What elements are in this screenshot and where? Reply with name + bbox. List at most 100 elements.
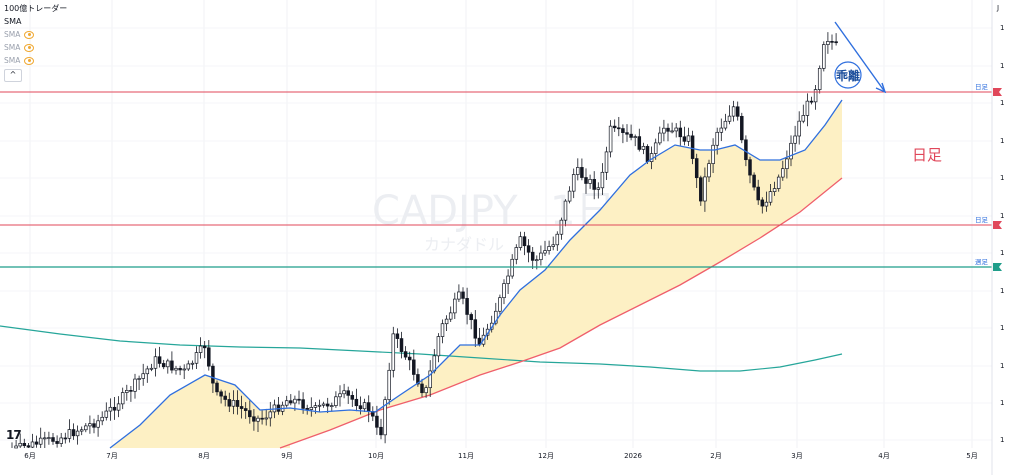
candle (157, 346, 162, 368)
candle (194, 346, 199, 369)
price-tick-label: 1 (1000, 399, 1004, 407)
candle (403, 346, 408, 360)
candle (116, 396, 121, 418)
candle (633, 134, 637, 147)
price-tick-label: 1 (1000, 436, 1004, 444)
collapse-legend-button[interactable]: ^ (4, 69, 22, 82)
candle (444, 315, 449, 331)
candle (14, 439, 18, 449)
candle (477, 327, 482, 347)
candle (600, 163, 605, 195)
legend-title: 100億トレーダー (4, 4, 68, 13)
candle (756, 179, 760, 205)
legend-sma-row[interactable]: SMA (4, 54, 67, 67)
candle (617, 116, 621, 137)
candle (772, 181, 777, 196)
candle (55, 435, 59, 448)
eye-icon[interactable] (24, 56, 35, 65)
candle (797, 111, 801, 145)
candle (547, 240, 551, 255)
daily-annotation: 日足 (912, 146, 942, 164)
candle (694, 153, 699, 188)
candle (129, 385, 133, 402)
candle (84, 423, 88, 433)
candle (120, 387, 125, 410)
projection-arrow[interactable] (834, 21, 887, 94)
candle (133, 373, 137, 399)
candle (63, 432, 68, 444)
time-tick-label: 11月 (458, 452, 474, 460)
price-tick-label: 1 (1000, 324, 1004, 332)
candle (592, 171, 596, 200)
candle (522, 231, 527, 256)
legend-sma-label: SMA (4, 56, 21, 65)
candle (735, 101, 740, 121)
level-label-weekly: 週足 (975, 257, 989, 266)
kairi-callout[interactable]: 乖離 (834, 61, 862, 89)
time-scale[interactable]: 6月 7月 8月 9月 10月 11月 12月 2026 2月 3月 4月 5月 (24, 452, 977, 460)
candle (727, 105, 732, 125)
time-tick-label: 5月 (966, 452, 977, 460)
candle (47, 431, 51, 445)
candle (785, 150, 789, 179)
candle (67, 419, 72, 443)
eye-icon[interactable] (24, 43, 35, 52)
candle (30, 433, 35, 448)
candle (354, 388, 359, 412)
candle (350, 391, 355, 407)
candle (641, 142, 646, 155)
candle (551, 236, 555, 251)
candle (239, 395, 244, 419)
candle (834, 33, 838, 46)
candle (576, 158, 580, 181)
level-flag-daily-lower[interactable] (993, 221, 1002, 229)
legend-sma-label: SMA (4, 30, 21, 39)
candle (202, 340, 207, 359)
time-tick-label: 4月 (878, 452, 889, 460)
candle (395, 328, 400, 349)
candle (190, 360, 195, 370)
candle (530, 246, 535, 270)
candle (346, 386, 350, 404)
candle (108, 398, 113, 421)
legend-sma-row[interactable]: SMA (4, 41, 67, 54)
sma-band-fill (110, 100, 842, 448)
candle (38, 427, 43, 448)
legend-sma-row[interactable]: SMA (4, 28, 67, 41)
candle (145, 365, 150, 383)
candle (822, 41, 826, 72)
candle (170, 351, 174, 374)
candle (637, 128, 642, 152)
candle (248, 400, 252, 424)
time-tick-label: 2026 (624, 452, 642, 460)
grid (0, 0, 992, 448)
candle (526, 239, 531, 263)
candle (231, 390, 236, 415)
eye-icon[interactable] (24, 30, 35, 39)
candle (407, 351, 412, 371)
candle (805, 93, 810, 127)
candle (596, 182, 601, 199)
candle (186, 360, 191, 371)
level-flag-daily-upper[interactable] (993, 88, 1002, 96)
candle (243, 402, 248, 419)
price-tick-label: 1 (1000, 99, 1004, 107)
candle (764, 191, 769, 212)
candle (141, 363, 145, 386)
price-scale[interactable]: 1 1 1 1 1 1 1 1 1 1 1 1 (1000, 24, 1004, 444)
legend-main-sma: SMA (4, 17, 22, 26)
level-flag-weekly[interactable] (993, 263, 1002, 271)
candle (96, 414, 100, 437)
candle (776, 174, 781, 192)
price-tick-label: 1 (1000, 249, 1004, 257)
candle (518, 231, 523, 251)
tradingview-logo[interactable]: 17 (6, 428, 22, 442)
candle (731, 100, 736, 122)
price-tick-label: 1 (1000, 174, 1004, 182)
candle (424, 385, 428, 398)
candle (608, 120, 613, 158)
candle (539, 245, 543, 266)
candle (760, 197, 765, 214)
time-tick-label: 7月 (106, 452, 117, 460)
